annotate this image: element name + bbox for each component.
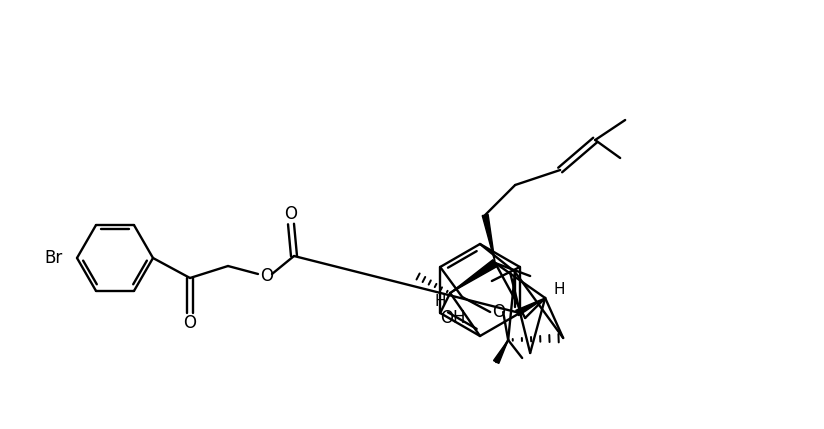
Polygon shape [482, 214, 495, 263]
Polygon shape [494, 340, 508, 363]
Polygon shape [516, 298, 545, 316]
Text: O: O [260, 267, 274, 285]
Text: O: O [184, 314, 196, 332]
Text: O: O [492, 303, 504, 321]
Text: H: H [554, 283, 565, 297]
Polygon shape [450, 260, 498, 293]
Text: H: H [434, 293, 446, 308]
Text: Br: Br [44, 249, 63, 267]
Text: O: O [284, 205, 297, 223]
Text: OH: OH [441, 309, 466, 327]
